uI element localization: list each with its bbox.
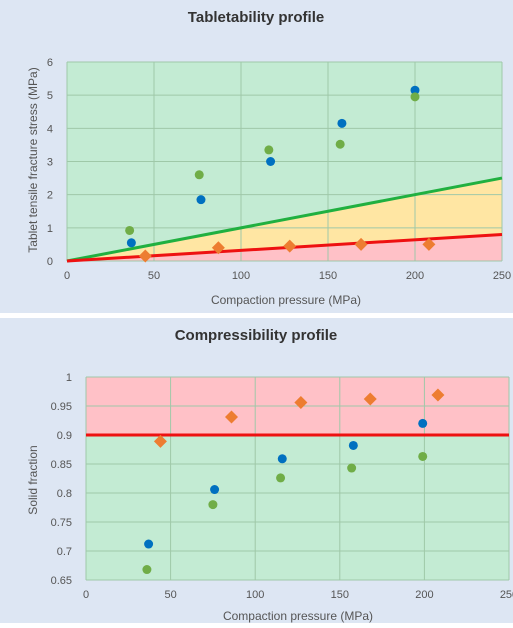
y-tick-label: 0 [47,256,53,268]
x-tick-label: 50 [148,270,160,282]
y-tick-label: 0.65 [51,575,72,587]
circle-marker [337,118,347,128]
circle-marker [208,500,218,510]
diamond-marker [138,249,152,263]
y-tick-label: 0.85 [51,459,72,471]
tabletability-chart-panel: Tabletability profile 0 50 100 150 200 250 0 1 2… [0,0,513,313]
x-tick-label: 0 [83,589,89,601]
diamond-marker [283,239,297,253]
diamond-marker [153,434,167,448]
circle-marker [126,238,136,248]
chart-title: Compressibility profile [175,327,338,344]
compressibility-chart: Compressibility profile 0 50 100 150 200 250 0… [26,327,513,623]
x-tick-label: 200 [406,270,424,282]
x-tick-label: 250 [493,270,511,282]
x-tick-label: 200 [415,589,433,601]
circle-marker [347,463,357,473]
circle-marker [196,195,206,205]
y-tick-label: 0.75 [51,517,72,529]
circle-marker [418,418,428,428]
y-tick-label: 0.95 [51,401,72,413]
y-tick-label: 1 [66,372,72,384]
x-axis-label: Compaction pressure (MPa) [211,293,361,307]
x-tick-label: 0 [64,270,70,282]
circle-marker [418,451,428,461]
diamond-marker [363,392,377,406]
circle-marker [210,485,220,495]
y-axis-label: Solid fraction [26,445,40,514]
y-tick-label: 2 [47,190,53,202]
diamond-marker [225,410,239,424]
circle-marker [410,85,420,95]
circle-marker [144,539,154,549]
green-threshold-line [66,176,503,263]
x-axis-label: Compaction pressure (MPa) [223,609,373,623]
diamond-marker [211,241,225,255]
circle-marker [142,565,152,575]
circle-marker [266,157,276,166]
x-tick-label: 150 [331,589,349,601]
circle-marker [277,454,287,464]
y-tick-label: 5 [47,90,53,102]
tabletability-chart: Tabletability profile 0 50 100 150 200 250 0 1 2… [26,9,511,307]
circle-marker [264,145,274,155]
x-tick-label: 100 [232,270,250,282]
circle-marker [335,139,345,149]
y-tick-label: 1 [47,223,53,235]
region-below-threshold [86,435,509,580]
diamond-marker [354,237,368,251]
circle-marker [348,440,358,450]
y-tick-label: 6 [47,57,53,69]
x-tick-label: 50 [164,589,176,601]
diamond-marker [431,388,445,402]
x-tick-label: 100 [246,589,264,601]
chart-title: Tabletability profile [188,9,324,26]
diamond-marker [422,237,436,251]
y-tick-label: 0.8 [57,488,72,500]
y-tick-label: 4 [47,123,53,135]
x-tick-label: 250 [500,589,513,601]
y-tick-label: 0.7 [57,546,72,558]
circle-marker [194,170,204,180]
compressibility-chart-panel: Compressibility profile 0 50 100 150 200 250 0… [0,318,513,623]
circle-marker [125,225,135,235]
y-tick-label: 3 [47,157,53,169]
circle-marker [276,473,286,483]
y-tick-label: 0.9 [57,430,72,442]
circle-marker [410,92,420,102]
x-tick-label: 150 [319,270,337,282]
y-axis-label: Tablet tensile fracture stress (MPa) [26,67,40,252]
diamond-marker [294,396,308,410]
